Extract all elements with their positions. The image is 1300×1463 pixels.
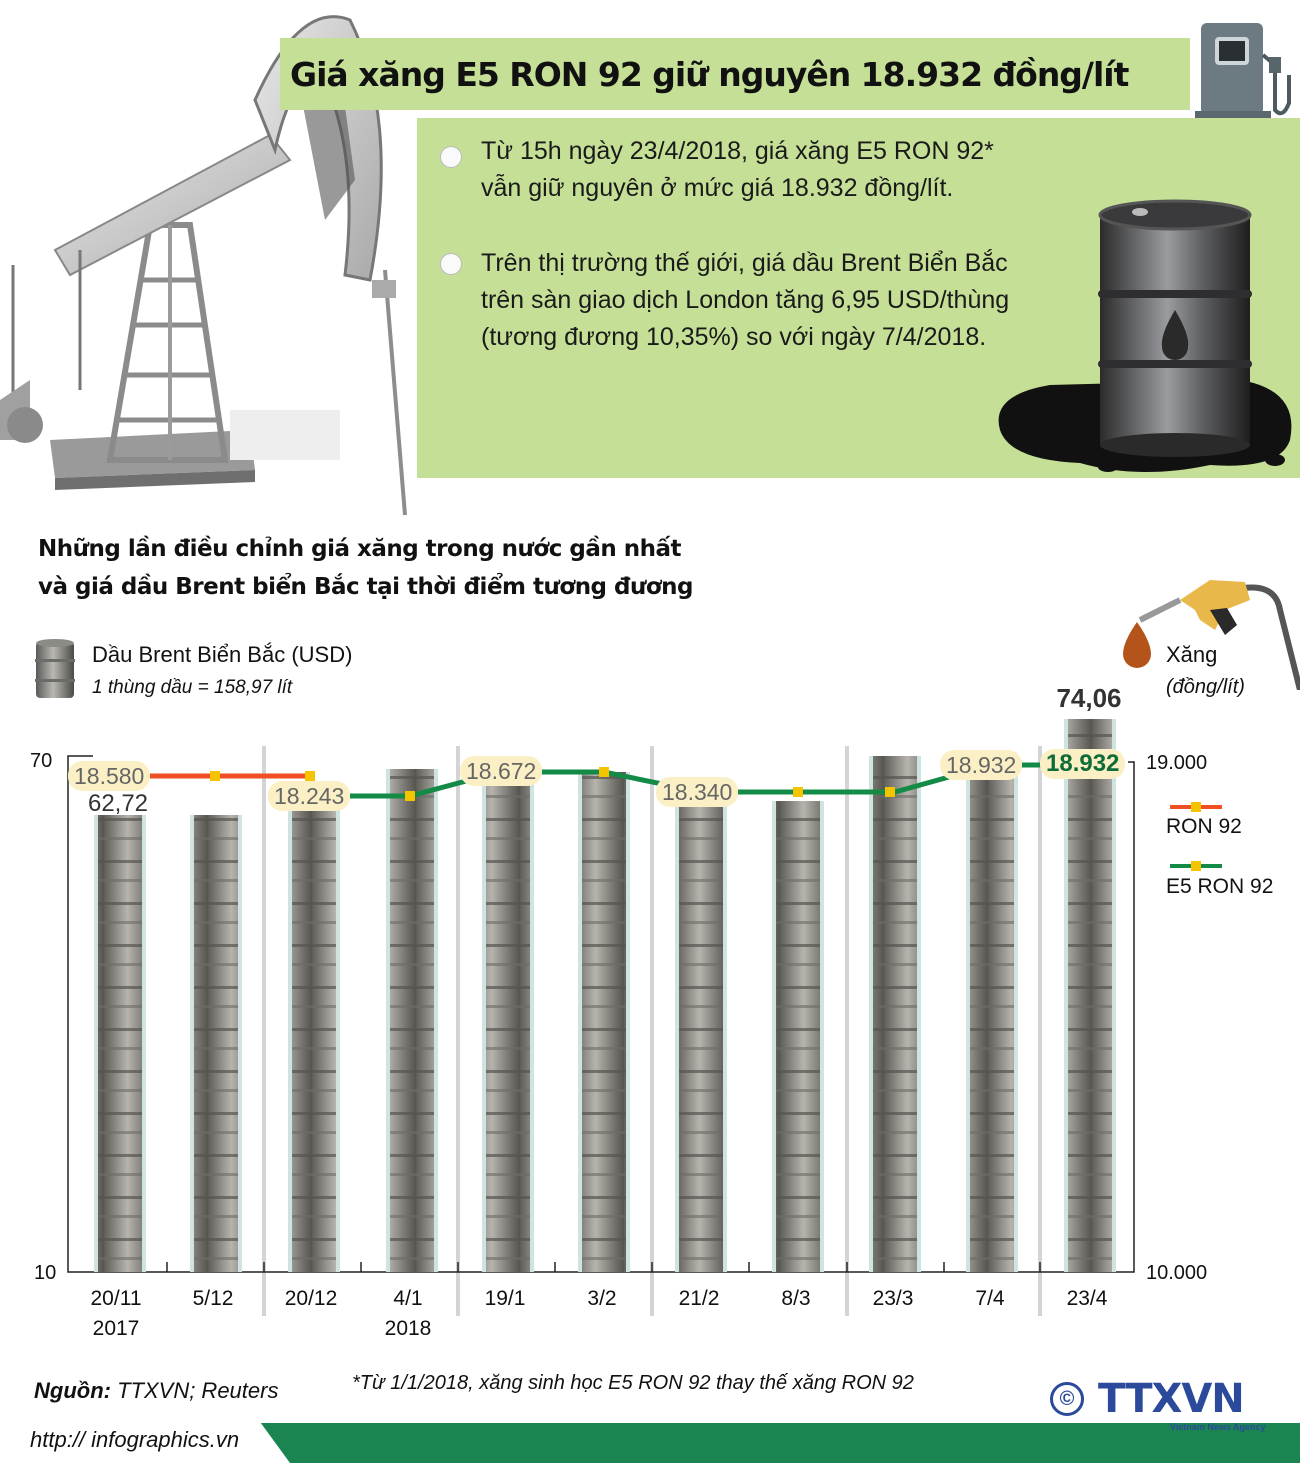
ttxvn-logo: © TTXVN Vietnam News Agency [1050, 1376, 1270, 1440]
x-tick-label: 20/12 [284, 1287, 338, 1310]
x-tick-label: 5/12 [192, 1287, 234, 1310]
group-separators [262, 746, 1042, 1316]
x-tick-label: 20/11 2017 [90, 1287, 142, 1340]
y-axis-left-bottom: 10 [34, 1262, 57, 1284]
x-tick-label: 7/4 [975, 1287, 1005, 1310]
price-label: 18.243 [268, 781, 351, 811]
info-line: vẫn giữ nguyên ở mức giá 18.932 đồng/lít… [481, 174, 954, 202]
oil-barrel-icon [998, 199, 1292, 473]
x-tick-label: 23/4 [1066, 1287, 1108, 1310]
y-axis-left-top: 70 [30, 750, 53, 772]
fuel-pump-icon [1195, 23, 1291, 123]
source-value: TTXVN; Reuters [117, 1378, 279, 1403]
x-tick-label: 19/1 [484, 1287, 526, 1310]
source-label: Nguồn: [34, 1378, 111, 1403]
price-label: 18.580 [68, 761, 151, 791]
legend-brent-note: 1 thùng dầu = 158,97 lít [92, 677, 293, 698]
legend-barrel-icon [35, 639, 75, 698]
info-line: trên sàn giao dịch London tăng 6,95 USD/… [481, 286, 1010, 314]
price-label: 18.672 [460, 756, 543, 786]
info-line: (tương đương 10,35%) so với ngày 7/4/201… [481, 323, 987, 351]
source-note: Nguồn: TTXVN; Reuters [34, 1378, 278, 1404]
bullet-icon [440, 146, 462, 168]
legend-ron92-label: RON 92 [1166, 815, 1242, 838]
logo-subtext: Vietnam News Agency [1170, 1422, 1266, 1432]
brent-bars [94, 719, 1116, 1272]
price-label: 18.932 [940, 750, 1023, 780]
x-tick-label: 21/2 [678, 1287, 720, 1310]
price-label-current: 18.932 [1040, 749, 1126, 779]
x-tick-label: 23/3 [872, 1287, 914, 1310]
footer-url-tab [0, 1415, 290, 1463]
info-bullet-2: Trên thị trường thế giới, giá dầu Brent … [481, 245, 1009, 356]
y-axis-right-top: 19.000 [1146, 752, 1208, 774]
legend-brent-label: Dầu Brent Biển Bắc (USD) [92, 642, 353, 667]
chart-title-line: và giá dầu Brent biển Bắc tại thời điểm … [38, 574, 694, 600]
bar-value-last: 74,06 [1056, 683, 1122, 713]
legend-xang-label: Xăng [1166, 642, 1218, 667]
legend-e5-label: E5 RON 92 [1166, 875, 1274, 898]
page-title-bar: Giá xăng E5 RON 92 giữ nguyên 18.932 đồn… [280, 38, 1190, 110]
info-line: Trên thị trường thế giới, giá dầu Brent … [481, 249, 1008, 277]
info-line: Từ 15h ngày 23/4/2018, giá xăng E5 RON 9… [481, 137, 994, 165]
logo-text: TTXVN [1098, 1376, 1245, 1422]
chart-title: Những lần điều chỉnh giá xăng trong nước… [38, 530, 694, 606]
footnote: *Từ 1/1/2018, xăng sinh học E5 RON 92 th… [352, 1372, 914, 1394]
copyright-icon: © [1050, 1382, 1084, 1416]
x-tick-label: 8/3 [781, 1287, 811, 1310]
x-tick-label: 4/1 2018 [384, 1287, 432, 1340]
infographics-link[interactable]: http:// infographics.vn [30, 1427, 240, 1452]
price-label: 18.340 [656, 777, 739, 807]
y-axis-right-bottom: 10.000 [1146, 1262, 1208, 1284]
fuel-nozzle-icon [1123, 580, 1300, 690]
x-tick-label: 3/2 [587, 1287, 617, 1310]
page-title: Giá xăng E5 RON 92 giữ nguyên 18.932 đồn… [290, 54, 1129, 94]
bullet-icon [440, 253, 462, 275]
chart-title-line: Những lần điều chỉnh giá xăng trong nước… [38, 536, 681, 562]
bar-value-first: 62,72 [87, 790, 149, 817]
info-bullet-1: Từ 15h ngày 23/4/2018, giá xăng E5 RON 9… [481, 133, 994, 207]
legend-xang-unit: (đồng/lít) [1166, 676, 1245, 698]
